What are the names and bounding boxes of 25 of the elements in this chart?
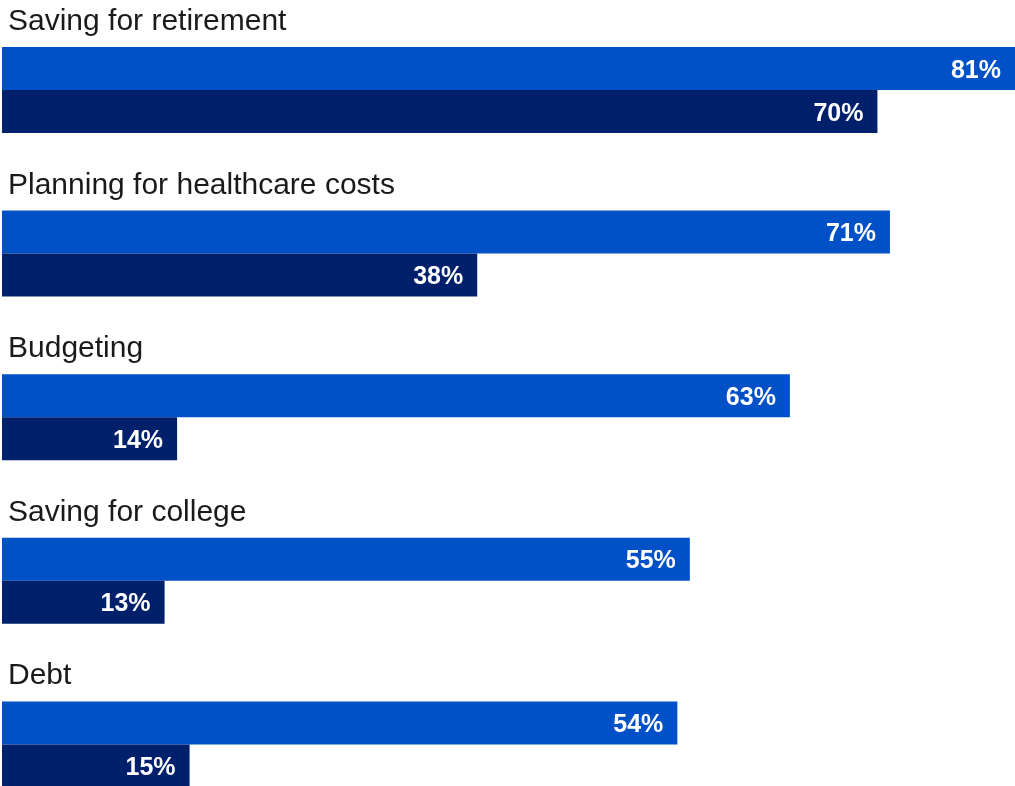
data-label: 15% <box>125 751 176 780</box>
data-label: 14% <box>113 424 164 453</box>
data-label: 13% <box>100 588 151 617</box>
bar <box>2 210 890 254</box>
data-label: 63% <box>725 381 776 410</box>
data-label: 81% <box>950 54 1001 83</box>
bar <box>2 374 790 418</box>
bar <box>2 90 878 133</box>
y-tick-label: Saving for college <box>8 493 247 527</box>
data-label: 38% <box>413 261 464 290</box>
y-tick-label: Planning for healthcare costs <box>8 166 395 200</box>
data-label: 71% <box>825 218 876 247</box>
bar <box>2 580 165 624</box>
bar <box>2 417 178 461</box>
data-label: 70% <box>813 97 864 126</box>
data-label: 55% <box>625 545 676 574</box>
y-tick-label: Budgeting <box>8 330 144 364</box>
y-tick-label: Debt <box>8 657 73 691</box>
bar <box>2 253 478 297</box>
bar <box>2 47 1015 90</box>
bar <box>2 744 190 786</box>
bar <box>2 537 690 581</box>
data-label: 54% <box>613 708 664 737</box>
bar <box>2 701 678 745</box>
y-tick-label: Saving for retirement <box>8 3 288 36</box>
